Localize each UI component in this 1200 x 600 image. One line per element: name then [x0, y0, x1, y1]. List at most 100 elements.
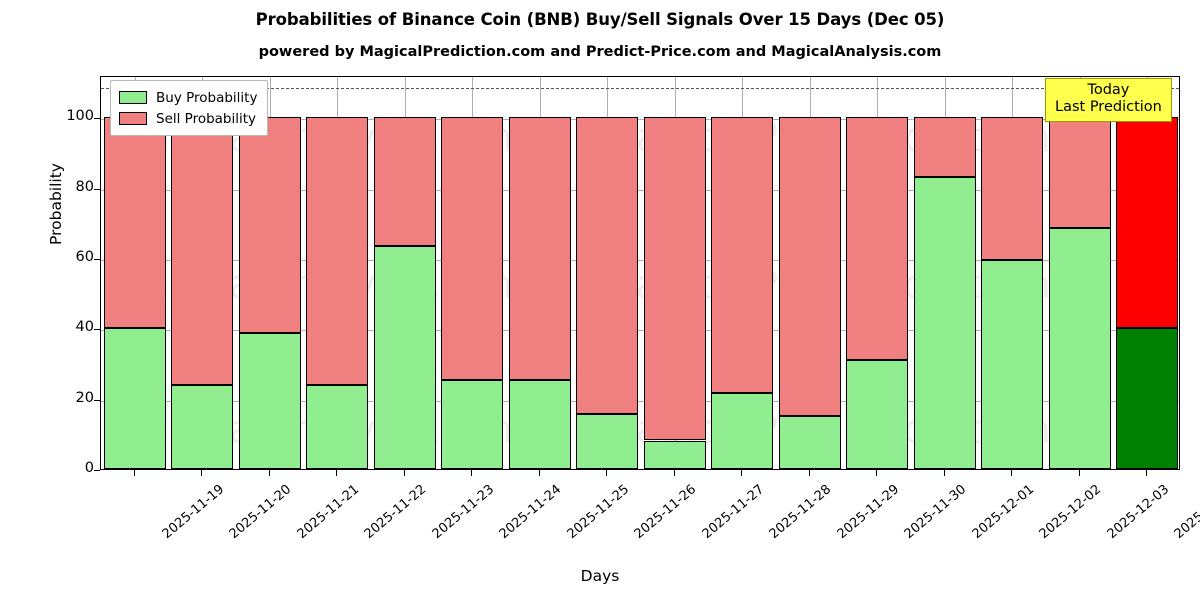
reference-line — [101, 87, 1179, 89]
x-tick-mark — [538, 470, 540, 476]
bar-segment-buy[interactable] — [1116, 328, 1179, 469]
gridline-horizontal — [101, 330, 1179, 332]
bar-segment-sell[interactable] — [846, 117, 909, 360]
legend-swatch-sell — [119, 112, 147, 125]
x-axis-title: Days — [580, 567, 620, 585]
x-tick-mark — [808, 470, 810, 476]
bar-group[interactable] — [238, 77, 301, 469]
y-tick-mark — [94, 399, 100, 401]
y-tick-label: 20 — [75, 389, 94, 406]
bar-group[interactable] — [576, 77, 639, 469]
y-tick-label: 40 — [75, 319, 94, 336]
bar-segment-buy[interactable] — [981, 260, 1044, 469]
x-tick-label: 2025-11-25 — [564, 482, 632, 543]
bar-segment-sell[interactable] — [981, 117, 1044, 261]
chart-title: Probabilities of Binance Coin (BNB) Buy/… — [255, 10, 945, 29]
bar-segment-sell[interactable] — [778, 117, 841, 416]
bar-segment-sell[interactable] — [1048, 117, 1111, 229]
gridline-horizontal — [101, 189, 1179, 191]
bar-segment-buy[interactable] — [171, 385, 234, 469]
x-tick-label: 2025-11-30 — [901, 482, 970, 543]
x-tick-label: 2025-11-29 — [834, 482, 902, 543]
bar-segment-sell[interactable] — [103, 117, 166, 329]
x-tick-mark — [1078, 470, 1080, 476]
bar-group-today[interactable] — [1116, 77, 1179, 469]
x-tick-label: 2025-12-01 — [969, 482, 1037, 543]
bar-group[interactable] — [778, 77, 841, 469]
bar-group[interactable] — [913, 77, 976, 469]
y-tick-label: 100 — [66, 108, 94, 125]
x-tick-label: 2025-11-26 — [631, 482, 700, 543]
x-tick-mark — [336, 470, 338, 476]
bar-segment-buy[interactable] — [373, 245, 436, 469]
x-tick-mark — [403, 470, 405, 476]
bar-group[interactable] — [373, 77, 436, 469]
bar-group[interactable] — [441, 77, 504, 469]
x-tick-label: 2025-12-02 — [1036, 482, 1105, 543]
bar-segment-buy[interactable] — [778, 415, 841, 469]
chart-subtitle: powered by MagicalPrediction.com and Pre… — [258, 44, 942, 60]
legend-item-buy[interactable]: Buy Probability — [119, 87, 257, 108]
bar-segment-buy[interactable] — [103, 328, 166, 469]
gridline-horizontal — [101, 400, 1179, 402]
x-tick-label: 2025-11-22 — [361, 482, 430, 543]
bar-group[interactable] — [846, 77, 909, 469]
x-tick-label: 2025-11-24 — [496, 482, 565, 543]
bar-group[interactable] — [306, 77, 369, 469]
x-tick-label: 2025-11-27 — [699, 482, 767, 543]
x-tick-mark — [1146, 470, 1148, 476]
bar-segment-buy[interactable] — [1048, 228, 1111, 469]
y-tick-mark — [94, 470, 100, 472]
y-axis-title: Probability — [47, 163, 65, 245]
bar-segment-buy[interactable] — [441, 379, 504, 469]
bar-group[interactable] — [103, 77, 166, 469]
bar-segment-sell[interactable] — [711, 117, 774, 394]
x-tick-label: 2025-11-20 — [226, 482, 295, 543]
today-annotation-line1: Today — [1087, 82, 1130, 98]
bar-group[interactable] — [711, 77, 774, 469]
y-tick-label: 60 — [75, 248, 94, 265]
bar-segment-sell[interactable] — [508, 117, 571, 380]
bar-group[interactable] — [981, 77, 1044, 469]
today-annotation-line2: Last Prediction — [1055, 99, 1162, 116]
x-tick-mark — [471, 470, 473, 476]
bars-layer — [101, 77, 1179, 469]
x-tick-mark — [268, 470, 270, 476]
x-tick-mark — [133, 470, 135, 476]
bar-group[interactable] — [643, 77, 706, 469]
legend-label-sell: Sell Probability — [156, 110, 257, 127]
bar-segment-sell[interactable] — [171, 117, 234, 386]
bar-group[interactable] — [171, 77, 234, 469]
bar-group[interactable] — [1048, 77, 1111, 469]
y-tick-mark — [94, 258, 100, 261]
bar-segment-buy[interactable] — [913, 176, 976, 469]
bar-segment-sell[interactable] — [441, 117, 504, 380]
bar-segment-sell[interactable] — [238, 117, 301, 334]
bar-segment-sell[interactable] — [306, 117, 369, 386]
bar-segment-sell[interactable] — [1116, 117, 1179, 329]
bar-segment-buy[interactable] — [846, 359, 909, 469]
bar-segment-buy[interactable] — [306, 385, 369, 469]
bar-segment-sell[interactable] — [373, 117, 436, 246]
bar-segment-buy[interactable] — [508, 379, 571, 469]
bar-group[interactable] — [508, 77, 571, 469]
x-tick-mark — [741, 470, 743, 476]
bar-segment-sell[interactable] — [643, 117, 706, 441]
x-tick-mark — [201, 470, 203, 476]
chart-legend: Buy Probability Sell Probability — [110, 80, 269, 136]
bar-segment-buy[interactable] — [576, 414, 639, 469]
bar-segment-buy[interactable] — [711, 393, 774, 469]
gridline-horizontal — [101, 119, 1179, 121]
x-tick-mark — [943, 470, 945, 476]
legend-label-buy: Buy Probability — [156, 89, 258, 106]
bar-segment-sell[interactable] — [913, 117, 976, 177]
bar-segment-buy[interactable] — [643, 440, 706, 469]
bar-segment-sell[interactable] — [576, 117, 639, 415]
x-tick-label: 2025-11-19 — [159, 482, 227, 543]
x-tick-label: 2025-11-28 — [766, 482, 835, 543]
bar-segment-buy[interactable] — [238, 333, 301, 469]
x-tick-label: 2025-11-21 — [294, 482, 362, 543]
legend-item-sell[interactable]: Sell Probability — [119, 108, 257, 129]
x-tick-label: 2025-12-03 — [1104, 482, 1172, 543]
